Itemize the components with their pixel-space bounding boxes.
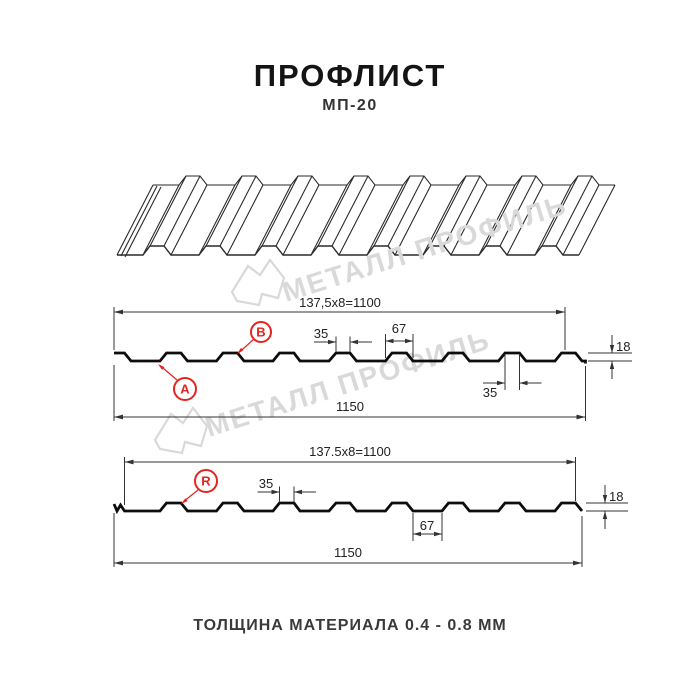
dim-label-rib-base-ab: 67 [392, 321, 406, 336]
metall-profil-logo-icon [230, 258, 286, 307]
dim-label-groove-r: 67 [420, 518, 434, 533]
watermark-text: МЕТАЛЛ ПРОФИЛЬ [278, 189, 571, 308]
dim-label-total-ab: 1150 [336, 399, 364, 414]
dim-label-rib-top-r: 35 [259, 476, 273, 491]
dim-rib-base-ab [385, 334, 414, 358]
dim-pitch-r [124, 457, 576, 505]
dim-pitch-ab [113, 307, 566, 350]
dim-groove-r [412, 513, 443, 541]
sheet-3d-drawing [116, 175, 616, 258]
dim-rib-top-r [257, 486, 316, 502]
page-subtitle: МП-20 [322, 97, 378, 114]
page-title: ПРОФЛИСТ [253, 58, 447, 93]
marker-b: B [237, 321, 272, 354]
sheet-3d-rib-lines [116, 175, 616, 258]
dim-label-height-ab: 18 [616, 339, 630, 354]
metall-profil-logo-icon [153, 406, 209, 455]
dim-rib-top-ab [314, 336, 372, 352]
profile-r-outline [112, 501, 584, 515]
dim-total-r [113, 513, 583, 567]
dim-total-ab [113, 365, 586, 421]
dim-label-height-r: 18 [609, 489, 623, 504]
svg-text:B: B [256, 325, 265, 340]
sheet-3d-front-edge [117, 245, 579, 256]
profile-view-r: 137.5x8=1100 35 R 18 [112, 444, 628, 567]
dim-label-pitch-ab: 137,5x8=1100 [299, 295, 381, 310]
profile-ab-outline [114, 351, 587, 364]
dim-label-pitch-r: 137.5x8=1100 [309, 444, 391, 459]
watermark-text: МЕТАЛЛ ПРОФИЛЬ [201, 324, 494, 443]
material-thickness-note: ТОЛЩИНА МАТЕРИАЛА 0.4 - 0.8 ММ [193, 617, 507, 634]
sheet-3d-back-edge [153, 175, 615, 186]
profile-view-ab: 137,5x8=1100 35 67 B [113, 295, 632, 421]
dim-height-ab [588, 335, 632, 379]
svg-text:R: R [201, 474, 211, 489]
dim-height-r [586, 485, 628, 529]
dim-label-total-r: 1150 [334, 545, 362, 560]
dim-label-rib-top-ab: 35 [314, 326, 328, 341]
marker-a: A [158, 364, 197, 401]
marker-r: R [181, 469, 218, 504]
dim-label-rib-top-right-ab: 35 [483, 385, 497, 400]
watermark-2: МЕТАЛЛ ПРОФИЛЬ [153, 324, 494, 455]
watermark-1: МЕТАЛЛ ПРОФИЛЬ [230, 189, 571, 308]
svg-text:A: A [180, 382, 190, 397]
dim-rib-top-right-ab [483, 354, 542, 390]
